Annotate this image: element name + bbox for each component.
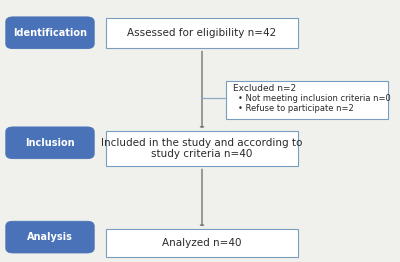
Text: Excluded n=2: Excluded n=2 xyxy=(233,84,296,93)
FancyBboxPatch shape xyxy=(106,229,298,257)
Text: • Refuse to participate n=2: • Refuse to participate n=2 xyxy=(238,104,354,113)
FancyBboxPatch shape xyxy=(106,131,298,166)
Text: Analyzed n=40: Analyzed n=40 xyxy=(162,238,242,248)
Text: Included in the study and according to
study criteria n=40: Included in the study and according to s… xyxy=(101,138,303,160)
FancyBboxPatch shape xyxy=(6,17,94,49)
FancyBboxPatch shape xyxy=(106,18,298,48)
FancyBboxPatch shape xyxy=(6,127,94,159)
Text: Assessed for eligibility n=42: Assessed for eligibility n=42 xyxy=(127,28,277,39)
FancyBboxPatch shape xyxy=(226,81,388,119)
Text: Analysis: Analysis xyxy=(27,232,73,242)
Text: Inclusion: Inclusion xyxy=(25,138,75,148)
FancyBboxPatch shape xyxy=(6,221,94,253)
Text: • Not meeting inclusion criteria n=0: • Not meeting inclusion criteria n=0 xyxy=(238,94,391,103)
Text: Identification: Identification xyxy=(13,28,87,38)
